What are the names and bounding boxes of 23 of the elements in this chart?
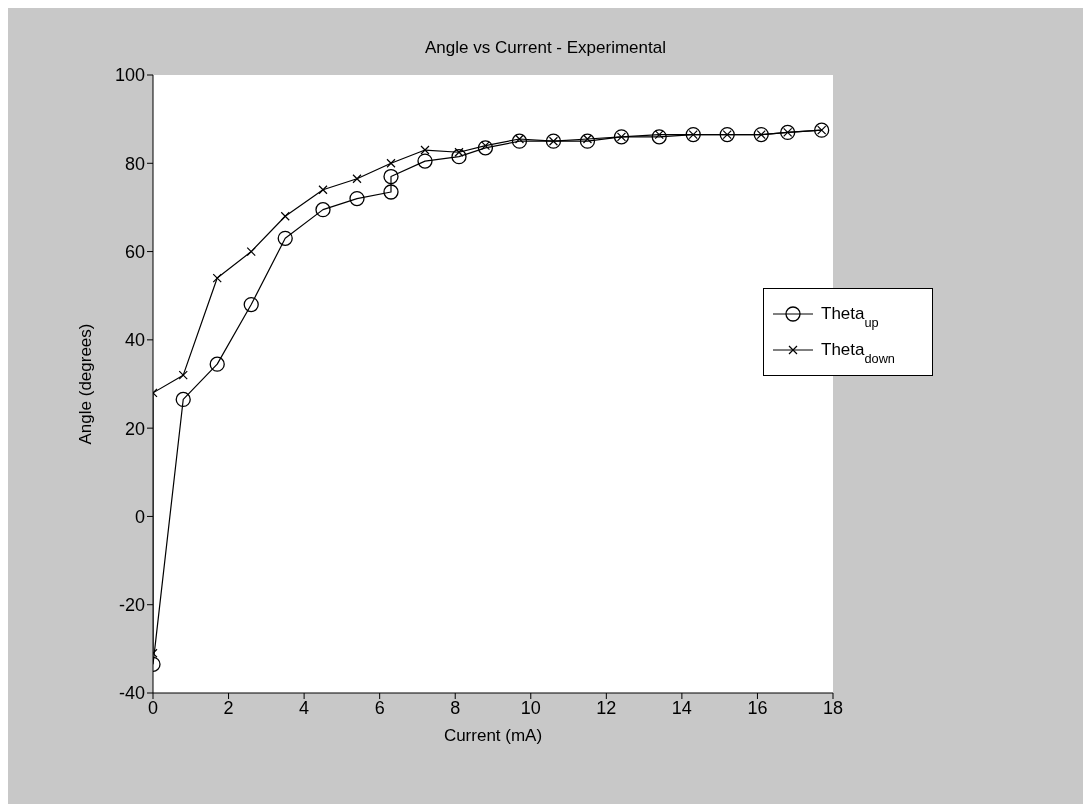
x-tick-label: 16 [747, 697, 768, 718]
x-tick-label: 8 [450, 697, 461, 718]
x-tick-label: 12 [596, 697, 617, 718]
x-tick-label: 14 [671, 697, 692, 718]
y-tick-label: 80 [124, 153, 145, 174]
y-tick-label: 0 [134, 506, 145, 527]
x-tick-label: 18 [822, 697, 844, 718]
x-tick-label: 4 [299, 697, 310, 718]
y-tick-label: 60 [124, 241, 145, 262]
y-tick-label: 20 [124, 418, 145, 439]
y-tick-label: -20 [118, 595, 145, 616]
y-tick-label: 40 [124, 330, 145, 351]
y-axis-title: Angle (degrees) [76, 323, 96, 445]
legend-label: Theta$_{up}$ [821, 304, 879, 330]
legend-label: Theta$_{down}$ [821, 340, 895, 366]
y-tick-label: 100 [114, 65, 145, 86]
y-tick-label: -40 [118, 683, 145, 704]
x-tick-label: 2 [223, 697, 234, 718]
x-axis-title: Current (mA) [443, 726, 543, 745]
x-tick-label: 10 [520, 697, 541, 718]
chart-title: Angle vs Current - Experimental [424, 37, 667, 58]
x-tick-label: 0 [147, 697, 159, 718]
x-tick-label: 6 [374, 697, 385, 718]
